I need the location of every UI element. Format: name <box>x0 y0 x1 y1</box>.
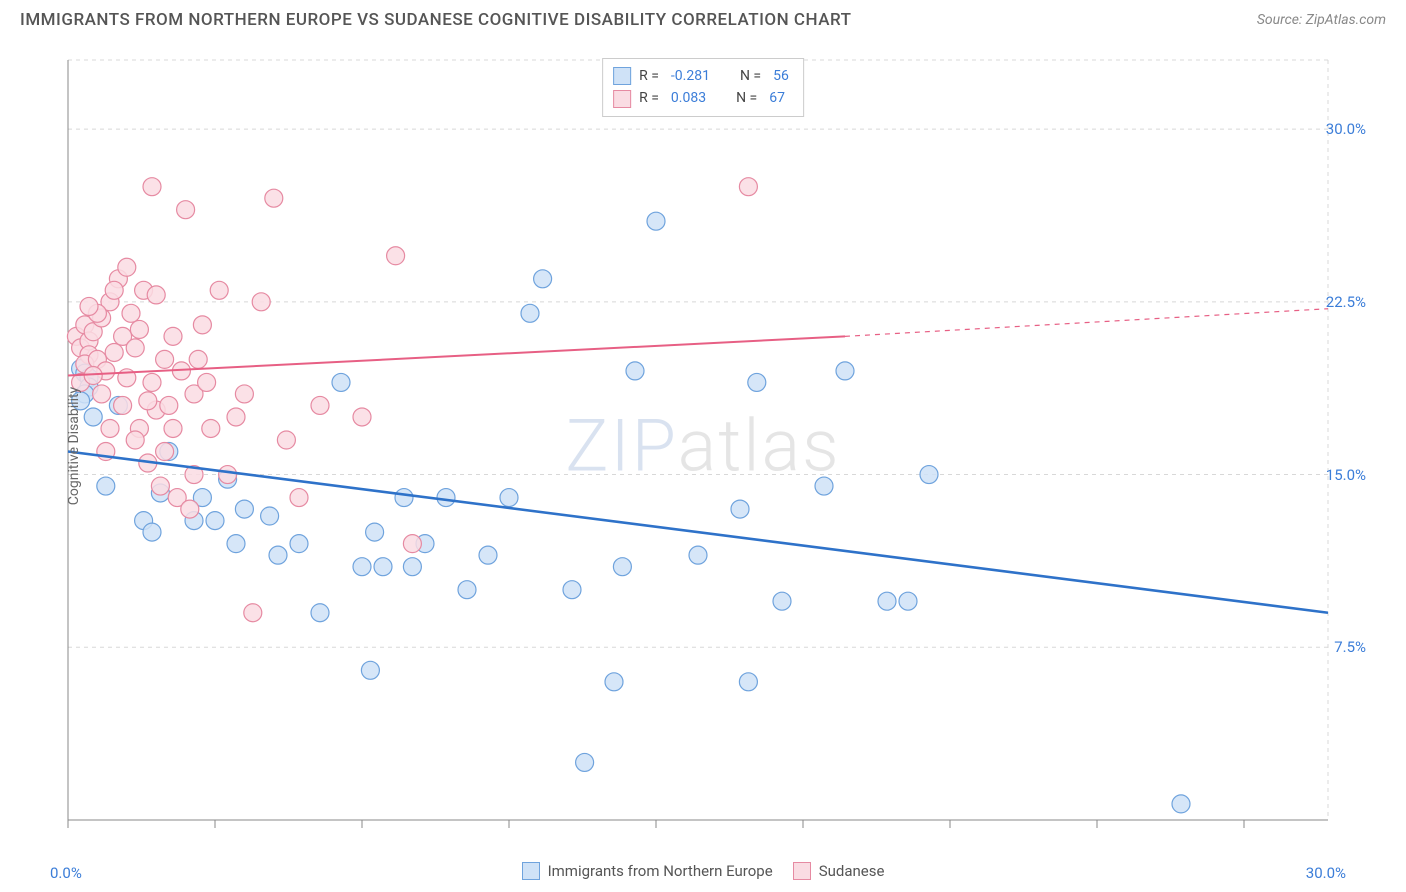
series-legend: Immigrants from Northern Europe Sudanese <box>0 862 1406 880</box>
legend-r-label: R = <box>639 87 659 109</box>
scatter-chart <box>20 50 1388 840</box>
correlation-legend: R = -0.281 N = 56 R = 0.083 N = 67 <box>602 58 804 117</box>
chart-area: Cognitive Disability ZIPatlas R = -0.281… <box>20 50 1386 842</box>
legend-n-label: N = <box>736 87 757 109</box>
y-tick-label: 30.0% <box>1326 120 1366 138</box>
legend-row: R = -0.281 N = 56 <box>613 65 793 87</box>
legend-row: R = 0.083 N = 67 <box>613 87 793 109</box>
y-tick-label: 7.5% <box>1334 638 1366 656</box>
y-tick-label: 22.5% <box>1326 293 1366 311</box>
source-label: Source: ZipAtlas.com <box>1257 12 1386 28</box>
legend-n-label: N = <box>740 65 761 87</box>
source-name: ZipAtlas.com <box>1306 12 1386 28</box>
header: IMMIGRANTS FROM NORTHERN EUROPE VS SUDAN… <box>0 0 1406 30</box>
source-prefix: Source: <box>1257 12 1306 28</box>
legend-n-value: 56 <box>773 65 789 87</box>
legend-n-value: 67 <box>769 87 785 109</box>
y-axis-title: Cognitive Disability <box>66 387 82 505</box>
chart-title: IMMIGRANTS FROM NORTHERN EUROPE VS SUDAN… <box>20 10 851 30</box>
legend-swatch <box>522 862 540 880</box>
legend-swatch <box>793 862 811 880</box>
legend-r-value: 0.083 <box>671 87 706 109</box>
series-legend-item: Sudanese <box>793 862 885 880</box>
series-legend-label: Sudanese <box>819 862 885 880</box>
series-legend-item: Immigrants from Northern Europe <box>522 862 773 880</box>
legend-r-value: -0.281 <box>671 65 710 87</box>
legend-swatch <box>613 67 631 85</box>
series-legend-label: Immigrants from Northern Europe <box>548 862 773 880</box>
y-tick-label: 15.0% <box>1326 466 1366 484</box>
legend-r-label: R = <box>639 65 659 87</box>
legend-swatch <box>613 90 631 108</box>
